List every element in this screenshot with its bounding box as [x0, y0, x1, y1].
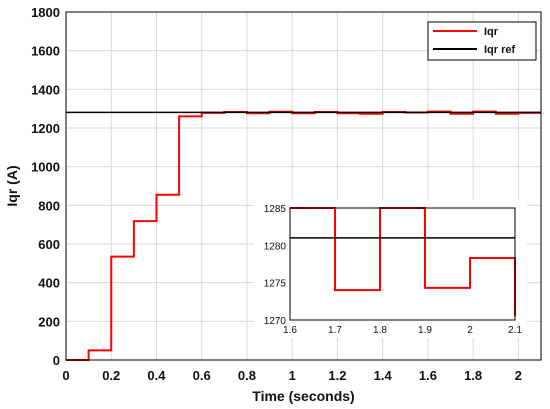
x-tick-label: 0.2: [102, 368, 120, 383]
x-tick-label: 1.2: [328, 368, 346, 383]
x-tick-label: 0.6: [193, 368, 211, 383]
x-axis-label: Time (seconds): [252, 388, 354, 404]
inset-y-tick-label: 1285: [264, 204, 287, 215]
x-tick-label: 0.8: [238, 368, 256, 383]
main-plot-frame: [65, 11, 542, 361]
x-tick-label: 1: [289, 368, 296, 383]
y-tick-label: 1000: [31, 160, 60, 175]
x-tick-label: 1.6: [419, 368, 437, 383]
x-tick-label: 1.8: [464, 368, 482, 383]
inset-background: [254, 200, 527, 338]
y-tick-label: 1600: [31, 44, 60, 59]
y-tick-label: 800: [38, 198, 60, 213]
y-tick-label: 1200: [31, 121, 60, 136]
inset-x-tick-label: 1.7: [328, 325, 342, 336]
x-tick-label: 1.4: [374, 368, 393, 383]
inset-plot-frame: [289, 207, 516, 321]
inset-y-tick-label: 1275: [264, 279, 287, 290]
inset-x-tick-label: 1.9: [418, 325, 432, 336]
y-tick-label: 1400: [31, 82, 60, 97]
x-tick-label: 0: [62, 368, 69, 383]
series-line-iqr: [66, 110, 541, 361]
legend-label-iqr-ref: Iqr ref: [484, 44, 516, 56]
y-tick-label: 0: [53, 353, 60, 368]
inset-y-tick-label: 1270: [264, 316, 287, 327]
inset-x-tick-label: 2: [467, 325, 473, 336]
y-tick-label: 600: [38, 237, 60, 252]
inset-zoom-plot: 1.6 1.7 1.8 1.9 2 2.1 1270 1275 1280 1285: [254, 200, 527, 338]
legend-label-iqr: Iqr: [484, 26, 499, 38]
inset-x-tick-label: 1.8: [373, 325, 387, 336]
legend-box: [427, 21, 537, 61]
inset-x-tick-label: 2.1: [508, 325, 522, 336]
y-axis-label: Iqr (A): [4, 165, 20, 206]
y-tick-label: 200: [38, 314, 60, 329]
y-tick-label: 400: [38, 276, 60, 291]
inset-x-tick-label: 1.6: [283, 325, 297, 336]
y-tick-label: 1800: [31, 5, 60, 20]
inset-tick-labels: 1.6 1.7 1.8 1.9 2 2.1 1270 1275 1280 1285: [264, 204, 523, 336]
legend: Iqr Iqr ref: [427, 21, 537, 61]
inset-y-tick-label: 1280: [264, 241, 287, 252]
main-tick-labels: 0 0.2 0.4 0.6 0.8 1 1.2 1.4 1.6 1.8 2 0 200 400 600 800…: [31, 5, 522, 383]
x-tick-label: 2: [515, 368, 522, 383]
x-tick-label: 0.4: [147, 368, 166, 383]
main-series-layer: [66, 110, 541, 361]
